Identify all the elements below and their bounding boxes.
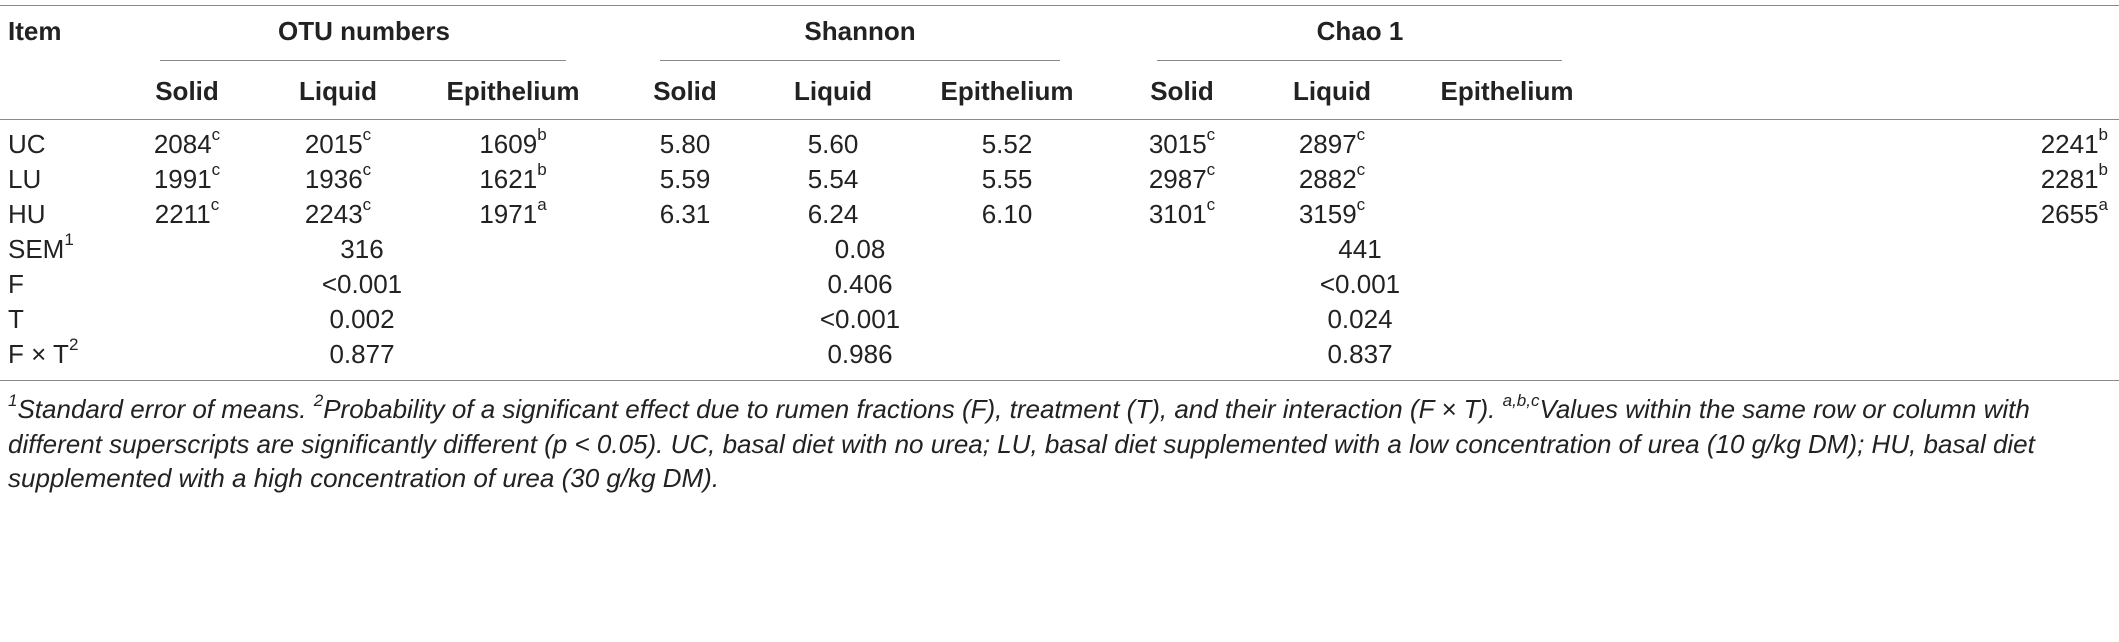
cell-uc-chao-solid: 3015c [1148, 125, 1216, 159]
cell-lu-shannon-solid: 5.59 [659, 164, 711, 194]
cell-lu-otu-liquid: 1936c [304, 160, 372, 194]
cell-lu-chao-solid: 2987c [1148, 160, 1216, 194]
cell-uc-otu-epithelium: 1609b [479, 125, 547, 159]
stat-label-sem: SEM1 [8, 230, 74, 264]
stat-t-shannon: <0.001 [819, 304, 901, 334]
cell-hu-chao-epithelium: 2655a [2040, 195, 2108, 229]
stat-label-fxt: F × T2 [8, 335, 79, 369]
cell-hu-shannon-solid: 6.31 [659, 199, 711, 229]
stat-sem-shannon: 0.08 [834, 234, 886, 264]
stat-label-t: T [8, 304, 24, 334]
subheader-chao-epithelium: Epithelium [1440, 76, 1574, 106]
otu-group-rule [160, 60, 566, 61]
shannon-group-rule [660, 60, 1060, 61]
row-label-hu: HU [8, 199, 46, 229]
stat-fxt-otu: 0.877 [329, 339, 395, 369]
subheader-shannon-solid: Solid [653, 76, 717, 106]
chao-group-rule [1157, 60, 1562, 61]
cell-uc-otu-liquid: 2015c [304, 125, 372, 159]
cell-lu-shannon-liquid: 5.54 [807, 164, 859, 194]
subheader-shannon-epithelium: Epithelium [940, 76, 1074, 106]
cell-lu-otu-epithelium: 1621b [479, 160, 547, 194]
stat-label-f: F [8, 269, 24, 299]
cell-hu-shannon-liquid: 6.24 [807, 199, 859, 229]
cell-hu-chao-solid: 3101c [1148, 195, 1216, 229]
subheader-shannon-liquid: Liquid [794, 76, 872, 106]
stat-t-chao: 0.024 [1327, 304, 1393, 334]
row-label-uc: UC [8, 129, 46, 159]
group-header-shannon: Shannon [804, 16, 916, 46]
cell-hu-shannon-epithelium: 6.10 [981, 199, 1033, 229]
cell-hu-otu-liquid: 2243c [304, 195, 372, 229]
cell-hu-otu-epithelium: 1971a [479, 195, 547, 229]
item-header: Item [8, 16, 62, 46]
stat-f-otu: <0.001 [321, 269, 403, 299]
cell-lu-chao-liquid: 2882c [1298, 160, 1366, 194]
table-footnote: 1Standard error of means. 2Probability o… [8, 391, 2035, 493]
header-bottom-rule [0, 119, 2119, 120]
cell-lu-otu-solid: 1991c [153, 160, 221, 194]
subheader-otu-epithelium: Epithelium [446, 76, 580, 106]
subheader-chao-liquid: Liquid [1293, 76, 1371, 106]
cell-hu-otu-solid: 2211c [154, 195, 220, 229]
cell-lu-shannon-epithelium: 5.55 [981, 164, 1033, 194]
cell-uc-otu-solid: 2084c [153, 125, 221, 159]
stat-sem-chao: 441 [1338, 234, 1382, 264]
cell-uc-chao-liquid: 2897c [1298, 125, 1366, 159]
cell-uc-shannon-epithelium: 5.52 [981, 129, 1033, 159]
top-rule [0, 5, 2119, 6]
stat-f-shannon: 0.406 [827, 269, 893, 299]
subheader-chao-solid: Solid [1150, 76, 1214, 106]
stat-fxt-shannon: 0.986 [827, 339, 893, 369]
cell-uc-shannon-solid: 5.80 [659, 129, 711, 159]
cell-uc-chao-epithelium: 2241b [2040, 125, 2108, 159]
bottom-rule [0, 380, 2119, 381]
cell-lu-chao-epithelium: 2281b [2040, 160, 2108, 194]
subheader-otu-liquid: Liquid [299, 76, 377, 106]
stat-t-otu: 0.002 [329, 304, 395, 334]
subheader-otu-solid: Solid [155, 76, 219, 106]
stat-fxt-chao: 0.837 [1327, 339, 1393, 369]
group-header-otu: OTU numbers [278, 16, 450, 46]
cell-uc-shannon-liquid: 5.60 [807, 129, 859, 159]
row-label-lu: LU [8, 164, 42, 194]
stat-sem-otu: 316 [340, 234, 384, 264]
group-header-chao: Chao 1 [1316, 16, 1404, 46]
cell-hu-chao-liquid: 3159c [1298, 195, 1366, 229]
stat-f-chao: <0.001 [1319, 269, 1401, 299]
